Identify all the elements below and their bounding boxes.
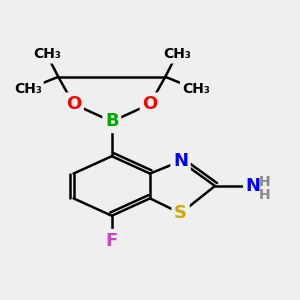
Text: H: H — [259, 188, 270, 202]
Text: O: O — [66, 95, 81, 113]
Text: H: H — [259, 176, 270, 189]
Text: N: N — [246, 177, 261, 195]
Text: CH₃: CH₃ — [163, 47, 191, 61]
Text: CH₃: CH₃ — [33, 47, 61, 61]
Text: N: N — [173, 152, 188, 170]
Text: S: S — [174, 204, 187, 222]
Text: CH₃: CH₃ — [182, 82, 210, 96]
Text: CH₃: CH₃ — [14, 82, 42, 96]
Text: O: O — [142, 95, 158, 113]
Text: B: B — [105, 112, 119, 130]
Text: F: F — [106, 232, 118, 250]
